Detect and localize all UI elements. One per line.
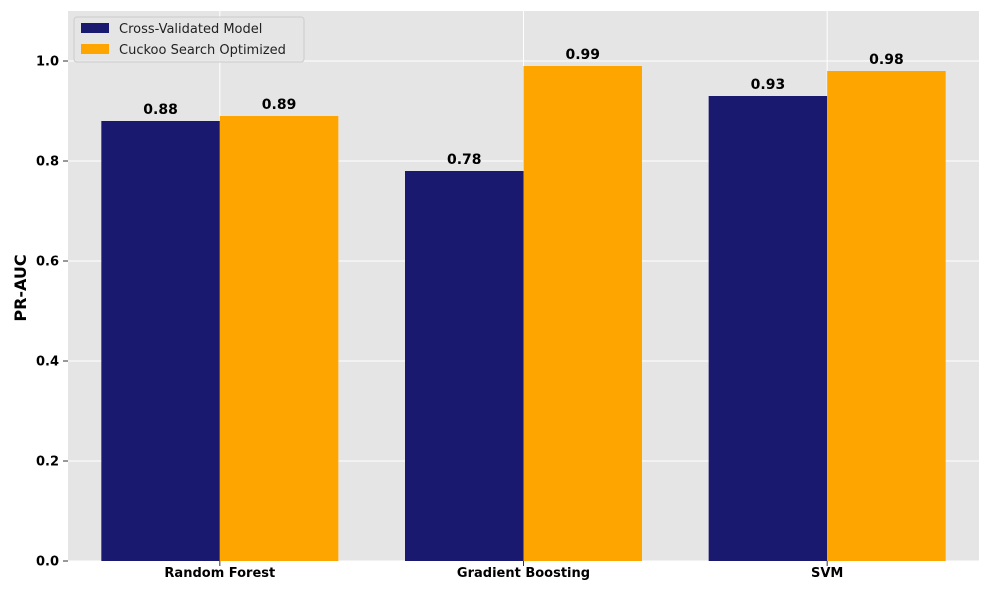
bars	[101, 66, 946, 561]
legend-label-cross-validated: Cross-Validated Model	[119, 22, 262, 37]
y-tick-label: 0.6	[36, 255, 59, 270]
bar	[827, 71, 946, 561]
legend-box	[73, 16, 305, 63]
bar	[405, 171, 524, 561]
legend-label-cuckoo-search: Cuckoo Search Optimized	[119, 43, 286, 58]
x-tick-label: Random Forest	[164, 566, 275, 581]
data-label: 0.99	[565, 47, 600, 63]
legend-swatch-cuckoo-search	[81, 44, 109, 54]
y-tick-label: 0.2	[36, 455, 59, 470]
bar	[101, 121, 220, 561]
y-axis: 0.0 0.2 0.4 0.6 0.8 1.0	[36, 55, 68, 570]
y-tick-label: 1.0	[36, 55, 59, 70]
legend-swatch-cross-validated	[81, 23, 109, 33]
y-tick-label: 0.4	[36, 355, 59, 370]
y-tick-label: 0.8	[36, 155, 59, 170]
x-tick-label: Gradient Boosting	[457, 566, 590, 581]
data-label: 0.98	[869, 52, 904, 68]
y-tick-label: 0.0	[36, 555, 59, 570]
x-tick-label: SVM	[811, 566, 843, 581]
legend: Cross-Validated Model Cuckoo Search Opti…	[73, 16, 305, 63]
data-label: 0.78	[447, 152, 482, 168]
x-axis: Random Forest Gradient Boosting SVM	[164, 561, 843, 581]
data-labels: 0.88 0.78 0.93 0.89 0.99 0.98	[143, 47, 903, 168]
data-label: 0.89	[262, 97, 297, 113]
y-axis-label: PR-AUC	[11, 254, 30, 321]
bar	[708, 96, 828, 561]
bar	[219, 116, 339, 561]
bar	[523, 66, 642, 561]
data-label: 0.88	[143, 102, 178, 118]
data-label: 0.93	[751, 77, 786, 93]
